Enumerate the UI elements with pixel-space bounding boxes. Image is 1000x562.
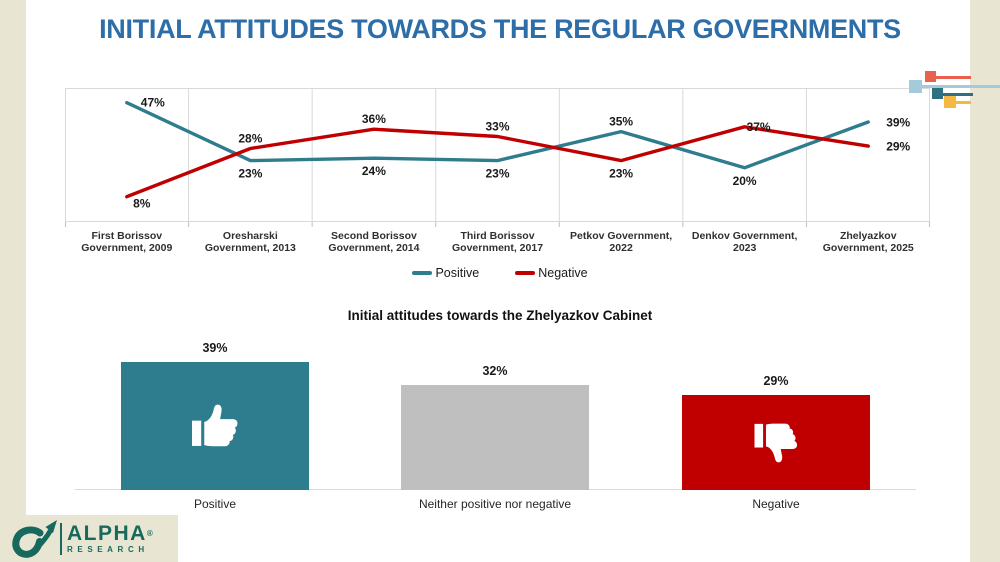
x-axis-label: First Borissov Government, 2009: [81, 229, 173, 255]
x-axis-label: Oresharski Government, 2013: [204, 229, 296, 255]
data-label: 8%: [133, 197, 151, 211]
data-label: 39%: [886, 116, 910, 130]
bar-negative: [682, 395, 870, 490]
alpha-research-logo: ALPHA® RESEARCH: [0, 515, 178, 562]
deco-red-square: [925, 71, 936, 82]
positive-line-series: [125, 100, 870, 170]
bar-chart-title: Initial attitudes towards the Zhelyazkov…: [347, 308, 653, 323]
deco-yellow-square: [944, 96, 956, 108]
legend-item-negative: Negative: [515, 266, 588, 280]
x-axis-label: Denkov Government, 2023: [691, 229, 798, 255]
alpha-arrow-glyph-icon: [12, 519, 57, 558]
line-chart-x-axis: First Borissov Government, 2009 Oresharski…: [65, 227, 930, 257]
data-label: 47%: [141, 96, 165, 110]
data-label: 35%: [609, 115, 633, 129]
bar-category-label-neither-positive-nor-negative: Neither positive nor negative: [418, 497, 572, 511]
data-label: 28%: [238, 132, 262, 146]
logo-subtitle: RESEARCH: [67, 544, 149, 554]
data-label: 37%: [747, 120, 771, 134]
bar-value-neither-positive-nor-negative: 32%: [482, 364, 508, 379]
left-accent-bar: [0, 0, 26, 562]
bar-neither-positive-nor-negative: [401, 385, 589, 490]
data-label: 23%: [485, 167, 509, 181]
thumb-up-icon: [192, 404, 238, 447]
logo-text: ALPHA® RESEARCH: [67, 521, 153, 554]
bar-value-negative: 29%: [763, 374, 789, 389]
line-chart-canvas: 47% 23% 24% 23% 35% 20% 39% 8% 28% 36% 33% 23% 37% 29…: [65, 88, 930, 227]
x-axis-label: Third Borissov Government, 2017: [452, 229, 544, 255]
legend-label: Positive: [435, 266, 480, 280]
thumb-down-icon: [754, 423, 798, 463]
data-label: 29%: [886, 140, 910, 154]
legend: Positive Negative: [0, 266, 1000, 280]
logo-brand-name: ALPHA®: [67, 521, 153, 545]
legend-item-positive: Positive: [412, 266, 479, 280]
data-label: 23%: [609, 167, 633, 181]
x-axis-label: Zhelyazkov Government, 2025: [822, 229, 914, 255]
page-title: INITIAL ATTITUDES TOWARDS THE REGULAR GO…: [99, 14, 901, 44]
bar-category-label-negative: Negative: [752, 497, 800, 511]
deco-yellow-square-tail: [956, 100, 971, 104]
logo-divider: [60, 522, 62, 555]
data-label: 23%: [238, 167, 262, 181]
deco-teal-square: [932, 88, 943, 99]
governments-trend-line-chart: 47% 23% 24% 23% 35% 20% 39% 8% 28% 36% 33% 23% 37% 29…: [65, 88, 930, 228]
deco-teal-square-tail: [943, 92, 973, 96]
bar-positive: [121, 362, 309, 490]
legend-swatch-negative: [515, 271, 536, 275]
legend-label: Negative: [538, 266, 588, 280]
data-label: 20%: [733, 174, 757, 188]
deco-red-square-tail: [936, 75, 971, 79]
x-axis-label: Petkov Government, 2022: [570, 229, 673, 255]
bar-value-positive: 39%: [202, 341, 228, 356]
x-axis-label: Second Borissov Government, 2014: [328, 229, 420, 255]
data-label: 33%: [485, 120, 509, 134]
data-label: 24%: [362, 164, 386, 178]
logo-inner: ALPHA® RESEARCH: [6, 518, 153, 560]
legend-swatch-positive: [412, 271, 433, 275]
right-accent-bar: [970, 0, 1000, 562]
bar-category-label-positive: Positive: [193, 497, 237, 511]
registered-mark: ®: [146, 528, 153, 538]
data-label: 36%: [362, 112, 386, 126]
negative-line-series: [125, 125, 870, 199]
plot-border: [65, 88, 930, 222]
